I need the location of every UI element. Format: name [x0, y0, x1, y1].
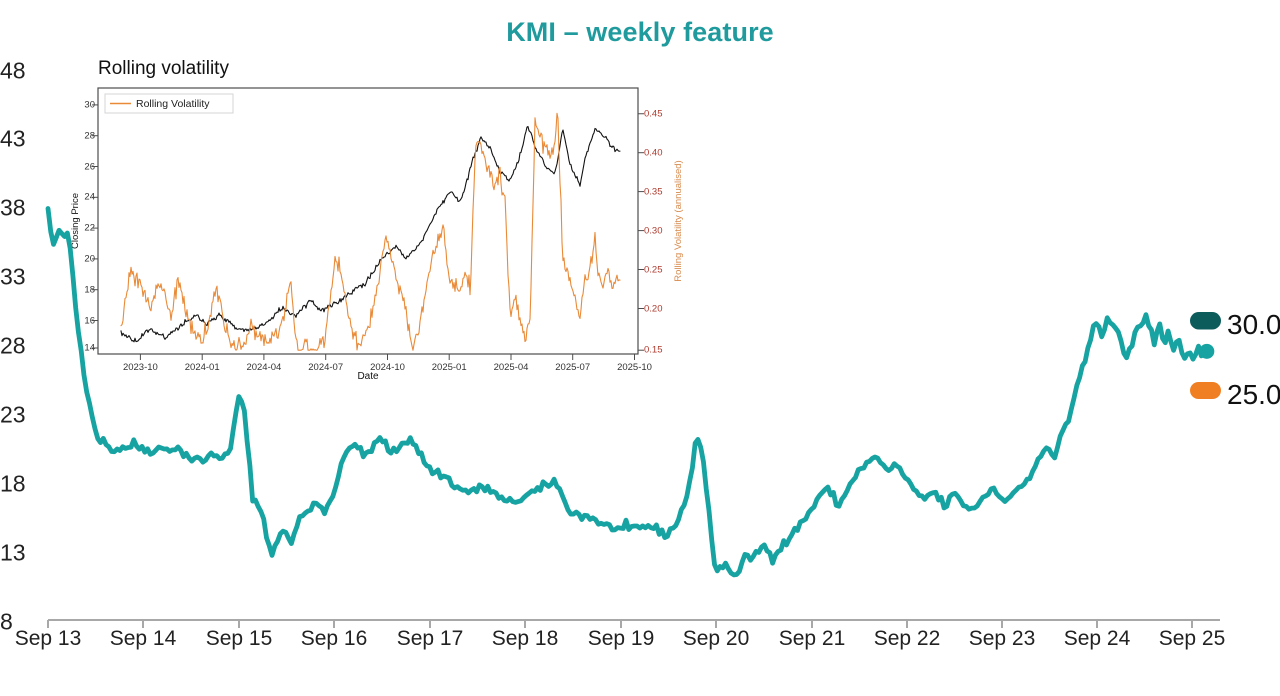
svg-text:Rolling Volatility: Rolling Volatility — [136, 98, 210, 110]
